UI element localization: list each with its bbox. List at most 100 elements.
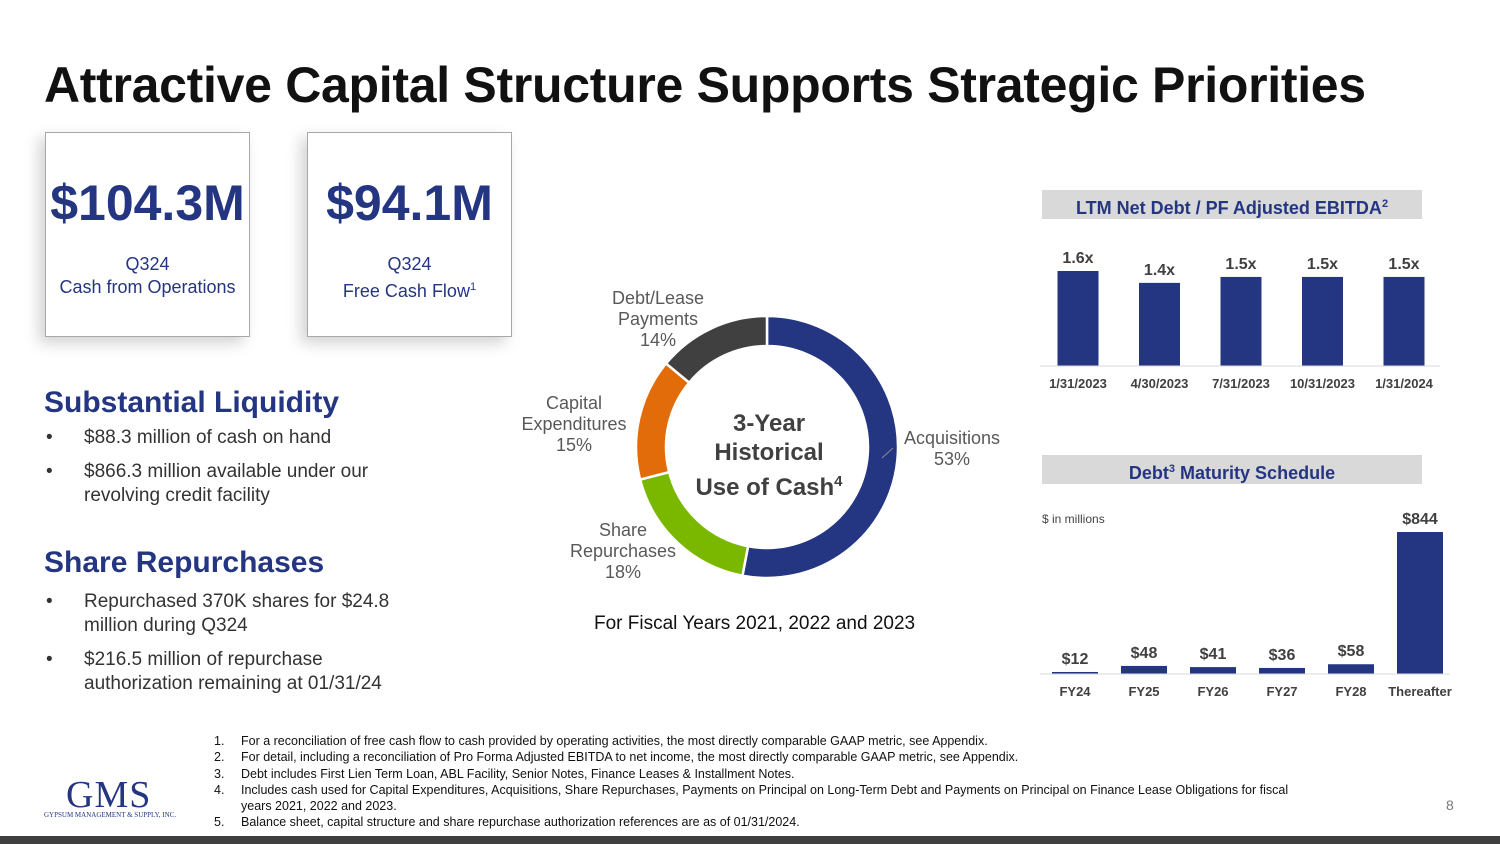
leverage-bar [1302, 276, 1343, 366]
footnotes: 1. For a reconciliation of free cash flow… [214, 733, 1314, 831]
share-repurchases-heading: Share Repurchases [44, 546, 325, 579]
maturity-bar [1190, 667, 1236, 674]
leverage-category-label: 4/30/2023 [1131, 376, 1189, 391]
slice-label-acquisitions: Acquisitions 53% [900, 428, 1004, 470]
slice-label-debt-lease-payments: Debt/Lease Payments 14% [602, 288, 714, 351]
bullet-item: $88.3 million of cash on hand [40, 426, 440, 450]
maturity-value-label: $48 [1131, 645, 1158, 662]
acquisitions-leader-line [881, 447, 894, 459]
slice-label-name: Capital [545, 393, 603, 413]
donut-center-line1: 3-Year [732, 410, 806, 437]
maturity-category-label: FY27 [1266, 684, 1297, 699]
maturity-bar [1121, 665, 1167, 674]
logo-tagline: GYPSUM MANAGEMENT & SUPPLY, INC. [44, 811, 177, 819]
footnote-number: 5. [214, 815, 225, 830]
leverage-value-label: 1.5x [1225, 256, 1256, 273]
maturity-category-label: FY24 [1059, 684, 1091, 699]
footnote-item: 3. Debt includes First Lien Term Loan, AB… [214, 766, 1314, 782]
liquidity-heading: Substantial Liquidity [44, 386, 340, 419]
footnote-ref: 1 [469, 281, 477, 293]
maturity-heading-pre: Debt [1128, 463, 1169, 483]
kpi-caption: Q324 Cash from Operations [46, 253, 249, 299]
maturity-category-label: FY25 [1128, 684, 1159, 699]
bullet-item: $866.3 million available under our revol… [40, 460, 440, 508]
donut-center-label: 3-Year Historical Use of Cash4 [676, 409, 862, 502]
kpi-period: Q324 [387, 254, 432, 274]
slice-label-capital-expenditures: Capital Expenditures 15% [516, 393, 632, 456]
footnote-text: Includes cash used for Capital Expenditu… [241, 782, 1289, 814]
leverage-bar [1139, 282, 1180, 366]
slice-acquisitions [740, 314, 900, 580]
footnote-number: 4. [214, 782, 225, 797]
page-number: 8 [1446, 797, 1454, 813]
donut-center-line2: Historical [714, 439, 824, 466]
maturity-category-label: Thereafter [1388, 684, 1452, 699]
leverage-category-label: 7/31/2023 [1212, 376, 1270, 391]
leverage-category-label: 1/31/2024 [1375, 376, 1434, 391]
slice-label-name: Payments [617, 309, 699, 329]
kpi-caption: Q324 Free Cash Flow1 [308, 253, 511, 303]
kpi-period: Q324 [125, 254, 170, 274]
maturity-chart-heading: Debt3 Maturity Schedule [1042, 455, 1422, 484]
leverage-heading-text: LTM Net Debt / PF Adjusted EBITDA [1075, 198, 1382, 218]
maturity-value-label: $58 [1338, 643, 1365, 660]
slice-label-name: Debt/Lease [611, 288, 705, 308]
kpi-value: $104.3M [50, 175, 245, 231]
footnote-text: Balance sheet, capital structure and sha… [241, 815, 800, 830]
maturity-bar [1052, 671, 1098, 674]
maturity-bar [1397, 532, 1443, 674]
slice-debt-lease-payments [664, 314, 769, 385]
slice-label-name: Repurchases [569, 541, 677, 561]
bullet-item: $216.5 million of repurchase authorizati… [40, 648, 430, 696]
slice-label-name: Expenditures [521, 414, 627, 434]
slice-label-name: Share [598, 520, 648, 540]
kpi-value: $94.1M [326, 175, 493, 231]
gms-logo: GMS GYPSUM MANAGEMENT & SUPPLY, INC. [44, 775, 184, 820]
logo-wordmark: GMS [66, 774, 152, 816]
maturity-bar [1259, 667, 1305, 674]
footnote-item: 5. Balance sheet, capital structure and s… [214, 814, 1314, 830]
page-title: Attractive Capital Structure Supports St… [44, 57, 1366, 113]
footnote-number: 3. [214, 766, 225, 781]
bullet-item: Repurchased 370K shares for $24.8 millio… [40, 590, 430, 638]
maturity-heading-post: Maturity Schedule [1175, 463, 1336, 483]
slice-label-value: 15% [555, 435, 593, 455]
slice-label-name: Acquisitions [903, 428, 1001, 448]
slice-label-share-repurchases: Share Repurchases 18% [566, 520, 680, 583]
slice-label-value: 53% [933, 449, 971, 469]
liquidity-bullets: $88.3 million of cash on hand $866.3 mil… [40, 426, 440, 518]
footnote-text: For a reconciliation of free cash flow t… [241, 734, 988, 748]
footnote-number: 2. [214, 750, 225, 765]
kpi-label-text: Free Cash Flow [342, 281, 470, 301]
footnote-ref: 3 [1168, 463, 1176, 475]
kpi-card-cash-from-operations: $104.3M Q324 Cash from Operations [45, 132, 250, 337]
footnote-item: 4. Includes cash used for Capital Expendi… [214, 782, 1321, 815]
maturity-value-label: $844 [1402, 511, 1438, 528]
maturity-value-label: $36 [1269, 647, 1296, 664]
donut-footer-note: For Fiscal Years 2021, 2022 and 2023 [594, 613, 916, 634]
maturity-bar [1328, 664, 1374, 674]
kpi-card-free-cash-flow: $94.1M Q324 Free Cash Flow1 [307, 132, 512, 337]
leverage-chart-heading: LTM Net Debt / PF Adjusted EBITDA2 [1042, 190, 1422, 219]
share-repurchases-bullets: Repurchased 370K shares for $24.8 millio… [40, 590, 430, 706]
footnote-ref: 2 [1381, 198, 1389, 210]
leverage-bar [1057, 271, 1099, 366]
footnote-text: For detail, including a reconciliation o… [241, 750, 1019, 765]
leverage-value-label: 1.4x [1144, 262, 1175, 279]
kpi-label: Cash from Operations [59, 277, 236, 297]
bottom-bar [0, 836, 1500, 844]
leverage-value-label: 1.5x [1388, 256, 1419, 273]
donut-center-line3: Use of Cash4 [676, 467, 862, 502]
footnote-number: 1. [214, 734, 225, 748]
slice-label-value: 18% [604, 562, 642, 582]
footnote-item: 2. For detail, including a reconciliation… [214, 749, 1314, 765]
maturity-value-label: $12 [1062, 651, 1089, 668]
leverage-category-label: 1/31/2023 [1049, 376, 1107, 391]
maturity-value-label: $41 [1200, 646, 1227, 663]
unit-note: $ in millions [1042, 512, 1105, 526]
maturity-category-label: FY26 [1197, 684, 1228, 699]
footnote-text: Debt includes First Lien Term Loan, ABL … [241, 766, 795, 781]
